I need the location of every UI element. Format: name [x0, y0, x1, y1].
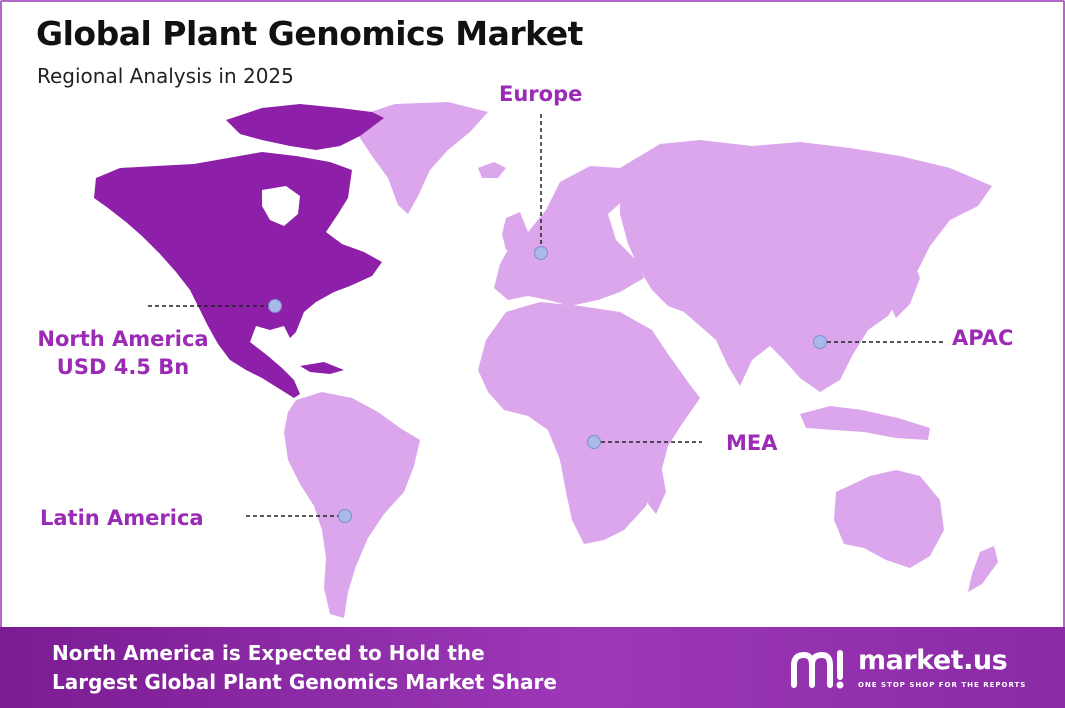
japan-shape [890, 258, 920, 318]
greenland-shape [352, 102, 488, 214]
hudson-bay [262, 186, 300, 226]
page-subtitle: Regional Analysis in 2025 [37, 64, 294, 88]
caribbean-shape [300, 362, 344, 374]
apac-label: APAC [952, 326, 1014, 350]
page-title: Global Plant Genomics Market [36, 14, 583, 53]
iceland-shape [478, 162, 506, 178]
australia-shape [834, 470, 944, 568]
north-america-shape [94, 152, 382, 398]
mea-label: MEA [726, 431, 778, 455]
arctic-islands-shape [226, 104, 384, 150]
europe-marker [534, 246, 548, 260]
footer-line-2: Largest Global Plant Genomics Market Sha… [52, 670, 557, 694]
europe-label: Europe [499, 82, 583, 106]
madagascar-shape [648, 470, 666, 514]
new-zealand-shape [968, 546, 998, 592]
footer-line-1: North America is Expected to Hold the [52, 641, 485, 665]
south-america-shape [284, 392, 420, 618]
latin-america-label: Latin America [40, 506, 204, 530]
mea-marker [587, 435, 601, 449]
north-america-label: North America [37, 327, 209, 351]
world-map [94, 102, 998, 618]
north-america-value: USD 4.5 Bn [56, 355, 190, 379]
great-britain-shape [502, 212, 528, 252]
latin-america-marker [338, 509, 352, 523]
market-us-logo-icon [791, 650, 844, 689]
africa-shape [478, 302, 700, 544]
apac-marker [813, 335, 827, 349]
brand-tagline: ONE STOP SHOP FOR THE REPORTS [858, 681, 1027, 689]
asia-shape [620, 140, 992, 392]
footer-message: North America is Expected to Hold the La… [52, 639, 672, 697]
europe-shape [494, 166, 644, 306]
brand-logo-block: market.us ONE STOP SHOP FOR THE REPORTS [790, 645, 1040, 695]
north-america-marker [268, 299, 282, 313]
brand-name: market.us [858, 645, 1008, 676]
footer-banner: North America is Expected to Hold the La… [0, 627, 1065, 708]
se-asia-islands-shape [800, 406, 930, 440]
